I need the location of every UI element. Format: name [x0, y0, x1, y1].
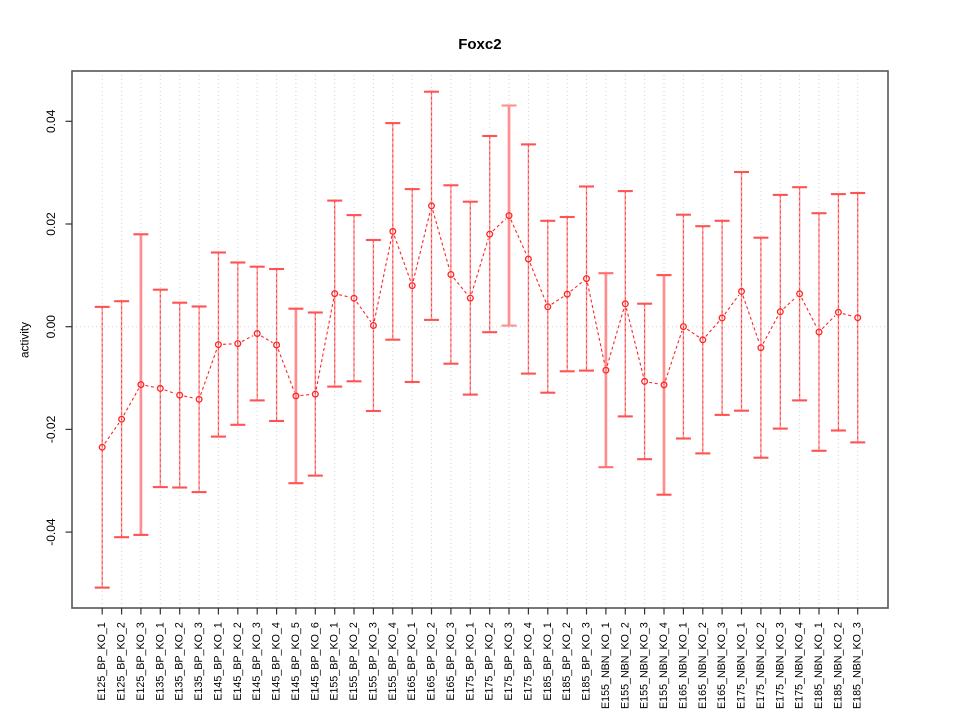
svg-text:E175_NBN_KO_3: E175_NBN_KO_3 [774, 622, 786, 709]
svg-text:E155_NBN_KO_4: E155_NBN_KO_4 [658, 622, 670, 709]
svg-text:E175_BP_KO_1: E175_BP_KO_1 [464, 622, 476, 700]
svg-text:0.00: 0.00 [44, 315, 58, 339]
svg-text:E145_BP_KO_3: E145_BP_KO_3 [251, 622, 263, 700]
svg-text:E135_BP_KO_3: E135_BP_KO_3 [193, 622, 205, 700]
svg-text:E125_BP_KO_2: E125_BP_KO_2 [116, 622, 128, 700]
svg-text:E175_BP_KO_2: E175_BP_KO_2 [484, 622, 496, 700]
svg-text:E135_BP_KO_1: E135_BP_KO_1 [154, 622, 166, 700]
svg-text:E185_NBN_KO_2: E185_NBN_KO_2 [832, 622, 844, 709]
svg-text:E175_NBN_KO_1: E175_NBN_KO_1 [736, 622, 748, 709]
svg-text:E135_BP_KO_2: E135_BP_KO_2 [174, 622, 186, 700]
svg-text:E155_NBN_KO_1: E155_NBN_KO_1 [600, 622, 612, 709]
svg-text:E165_BP_KO_3: E165_BP_KO_3 [445, 622, 457, 700]
svg-text:E155_BP_KO_2: E155_BP_KO_2 [348, 622, 360, 700]
svg-text:E155_BP_KO_1: E155_BP_KO_1 [329, 622, 341, 700]
svg-text:E185_NBN_KO_3: E185_NBN_KO_3 [852, 622, 864, 709]
svg-text:E155_NBN_KO_2: E155_NBN_KO_2 [619, 622, 631, 709]
svg-text:E185_BP_KO_2: E185_BP_KO_2 [561, 622, 573, 700]
svg-text:E145_BP_KO_5: E145_BP_KO_5 [290, 622, 302, 700]
svg-text:E155_BP_KO_3: E155_BP_KO_3 [367, 622, 379, 700]
svg-text:Foxc2: Foxc2 [458, 36, 501, 53]
svg-text:-0.02: -0.02 [44, 415, 58, 443]
svg-text:activity: activity [18, 322, 32, 358]
svg-text:E185_BP_KO_1: E185_BP_KO_1 [542, 622, 554, 700]
svg-text:E155_BP_KO_4: E155_BP_KO_4 [387, 622, 399, 700]
svg-text:E145_BP_KO_4: E145_BP_KO_4 [271, 622, 283, 700]
svg-text:E175_BP_KO_4: E175_BP_KO_4 [522, 622, 534, 700]
svg-text:E165_NBN_KO_3: E165_NBN_KO_3 [716, 622, 728, 709]
svg-text:E185_BP_KO_3: E185_BP_KO_3 [581, 622, 593, 700]
svg-text:E175_BP_KO_3: E175_BP_KO_3 [503, 622, 515, 700]
svg-text:E145_BP_KO_2: E145_BP_KO_2 [232, 622, 244, 700]
svg-text:-0.04: -0.04 [44, 518, 58, 546]
svg-text:E145_BP_KO_1: E145_BP_KO_1 [212, 622, 224, 700]
svg-text:E125_BP_KO_3: E125_BP_KO_3 [135, 622, 147, 700]
svg-text:E165_NBN_KO_1: E165_NBN_KO_1 [677, 622, 689, 709]
svg-text:E165_NBN_KO_2: E165_NBN_KO_2 [697, 622, 709, 709]
svg-text:E155_NBN_KO_3: E155_NBN_KO_3 [639, 622, 651, 709]
svg-text:E125_BP_KO_1: E125_BP_KO_1 [96, 622, 108, 700]
svg-text:E175_NBN_KO_4: E175_NBN_KO_4 [794, 622, 806, 709]
svg-text:0.04: 0.04 [44, 109, 58, 133]
svg-text:E165_BP_KO_1: E165_BP_KO_1 [406, 622, 418, 700]
svg-text:E145_BP_KO_6: E145_BP_KO_6 [309, 622, 321, 700]
svg-text:E165_BP_KO_2: E165_BP_KO_2 [426, 622, 438, 700]
svg-text:E175_NBN_KO_2: E175_NBN_KO_2 [755, 622, 767, 709]
svg-text:E185_NBN_KO_1: E185_NBN_KO_1 [813, 622, 825, 709]
svg-text:0.02: 0.02 [44, 212, 58, 236]
